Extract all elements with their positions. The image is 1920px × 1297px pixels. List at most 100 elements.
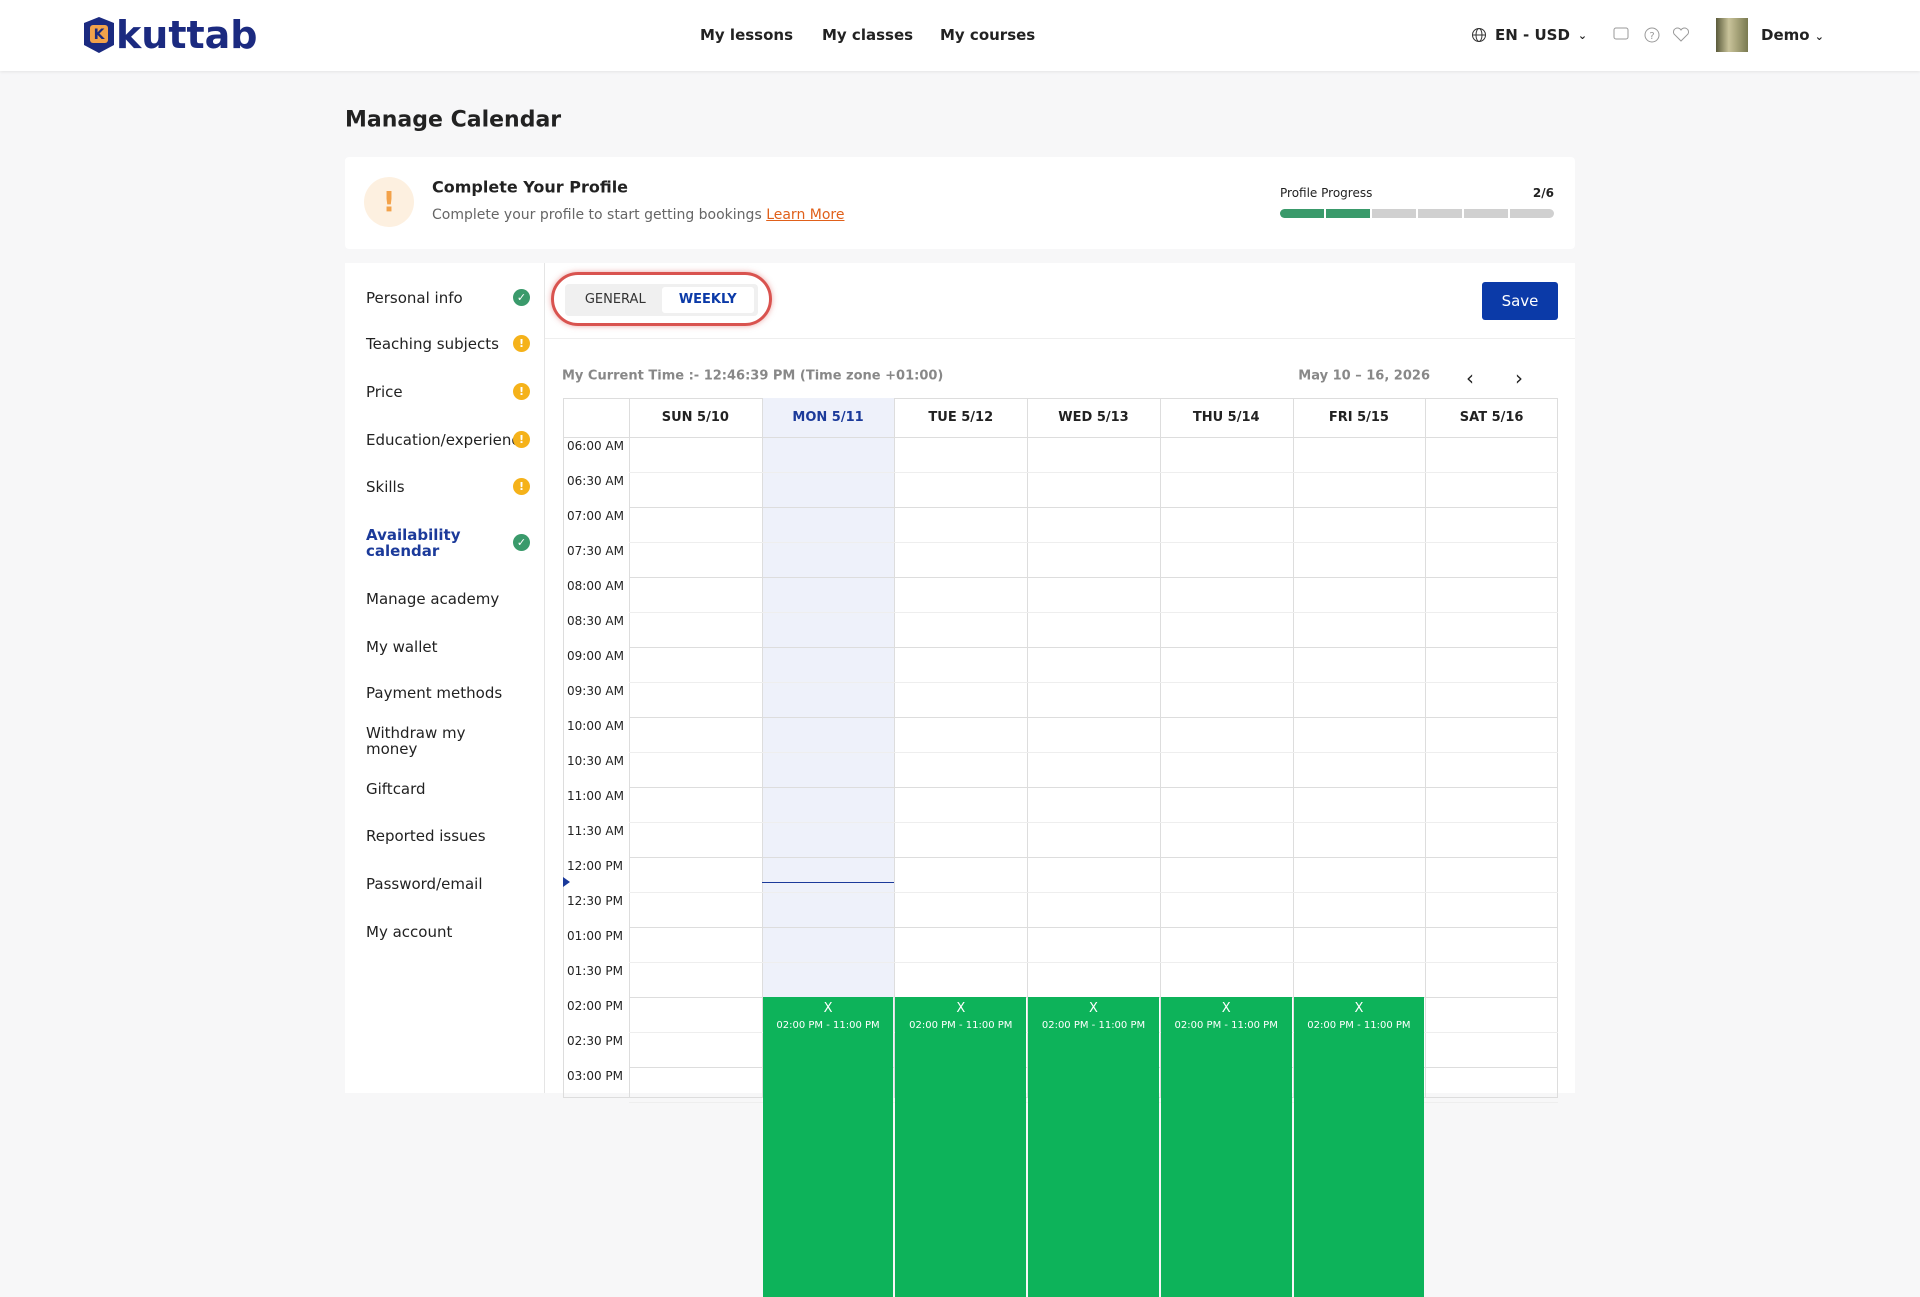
row-line xyxy=(629,857,1558,858)
row-line xyxy=(629,577,1558,578)
time-label: 02:30 PM xyxy=(567,1034,623,1048)
sidebar-item[interactable]: Skills xyxy=(366,478,405,496)
sidebar-item[interactable]: Password/email xyxy=(366,875,483,893)
next-week[interactable]: › xyxy=(1515,366,1523,390)
page: K kuttab EN - USD ⌄ ? Demo ⌄ Manage Calen… xyxy=(80,13,1825,1297)
header-line xyxy=(563,437,1558,438)
tab[interactable]: GENERAL xyxy=(584,292,646,307)
page-title: Manage Calendar xyxy=(345,107,562,133)
day-header: MON 5/11 xyxy=(792,410,864,425)
time-label: 01:00 PM xyxy=(567,929,623,943)
event-close[interactable]: X xyxy=(1221,1001,1231,1016)
event-block[interactable]: X 02:00 PM - 11:00 PM xyxy=(1160,997,1292,1297)
logo-text: kuttab xyxy=(116,13,258,57)
time-label: 06:30 AM xyxy=(567,474,624,488)
sidebar-item[interactable]: Manage academy xyxy=(366,590,500,608)
sidebar-item[interactable]: My wallet xyxy=(366,638,438,656)
tab[interactable]: WEEKLY xyxy=(661,287,754,313)
globe-icon xyxy=(1472,28,1486,42)
avatar[interactable] xyxy=(1716,18,1748,52)
grid-border xyxy=(563,398,1558,1098)
row-line xyxy=(629,542,1558,543)
progress-segment xyxy=(1418,209,1462,218)
language-select[interactable]: EN - USD ⌄ xyxy=(1471,26,1587,44)
event-close[interactable]: X xyxy=(1089,1001,1098,1016)
sidebar-item[interactable]: Reported issues xyxy=(366,827,486,845)
user-menu[interactable]: Demo ⌄ xyxy=(1761,26,1825,44)
profile-subtitle: Complete your profile to start getting b… xyxy=(432,207,762,223)
date-range: May 10 – 16, 2026 xyxy=(1298,368,1430,384)
learn-more-link[interactable]: Learn More xyxy=(766,207,845,223)
event-time: 02:00 PM - 11:00 PM xyxy=(1307,1020,1411,1031)
sidebar-item[interactable]: Giftcard xyxy=(366,780,426,798)
main-card xyxy=(345,263,1575,1093)
column-line xyxy=(761,398,763,1098)
event-block[interactable]: X 02:00 PM - 11:00 PM xyxy=(1028,997,1159,1297)
sidebar-item[interactable]: Price xyxy=(366,383,403,401)
user-name: Demo xyxy=(1761,26,1810,44)
time-label: 08:00 AM xyxy=(567,579,624,593)
row-line xyxy=(629,647,1558,648)
logo-icon: K xyxy=(84,17,114,53)
progress-segment xyxy=(1464,209,1508,218)
profile-text: Complete your profile to start getting b… xyxy=(432,207,844,223)
column-line xyxy=(1425,398,1427,1098)
sidebar-item[interactable]: Availability calendar xyxy=(366,526,461,560)
time-label: 11:00 AM xyxy=(567,789,624,803)
time-label: 07:30 AM xyxy=(567,544,624,558)
progress-label: Profile Progress xyxy=(1280,186,1373,200)
event-block[interactable]: X 02:00 PM - 11:00 PM xyxy=(895,997,1027,1297)
time-label: 12:30 PM xyxy=(567,894,623,908)
logo[interactable]: K kuttab xyxy=(80,13,258,57)
sidebar-item[interactable]: Personal info xyxy=(366,289,463,307)
time-label: 10:00 AM xyxy=(567,719,624,733)
time-label: 02:00 PM xyxy=(567,999,623,1013)
sidebar-item[interactable]: Withdraw my money xyxy=(366,724,466,758)
messages-icon[interactable] xyxy=(1613,27,1629,40)
today-column xyxy=(761,398,895,1098)
svg-text:K: K xyxy=(94,27,106,43)
progress-segment xyxy=(1372,209,1416,218)
sidebar-item[interactable]: My account xyxy=(366,923,453,941)
nav-link[interactable]: My lessons xyxy=(700,26,794,44)
favorites-icon[interactable] xyxy=(1673,27,1689,42)
nav-link[interactable]: My classes xyxy=(822,26,914,44)
time-label: 12:00 PM xyxy=(567,859,623,873)
svg-text:?: ? xyxy=(1649,31,1654,42)
profile-card xyxy=(345,157,1575,249)
prev-week[interactable]: ‹ xyxy=(1466,366,1474,390)
current-time: My Current Time :- 12:46:39 PM (Time zon… xyxy=(562,368,944,384)
sidebar-item[interactable]: Teaching subjects xyxy=(366,335,499,353)
event-block[interactable]: X 02:00 PM - 11:00 PM xyxy=(762,997,894,1297)
row-line xyxy=(629,472,1558,473)
event-close[interactable]: X xyxy=(956,1001,966,1016)
row-line xyxy=(629,822,1558,823)
row-line xyxy=(629,717,1558,718)
sidebar-item[interactable]: Education/experience xyxy=(366,431,529,449)
event-time: 02:00 PM - 11:00 PM xyxy=(776,1020,880,1031)
incomplete-icon: ! xyxy=(513,335,530,352)
progress-segment xyxy=(1326,209,1370,218)
incomplete-icon: ! xyxy=(513,431,530,448)
incomplete-icon: ! xyxy=(513,478,530,495)
event-close[interactable]: X xyxy=(1354,1001,1364,1016)
row-line xyxy=(629,612,1558,613)
event-time: 02:00 PM - 11:00 PM xyxy=(1041,1020,1146,1031)
time-label: 01:30 PM xyxy=(567,964,623,978)
event-time: 02:00 PM - 11:00 PM xyxy=(1174,1020,1278,1031)
row-line xyxy=(629,507,1558,508)
help-icon[interactable] xyxy=(1644,27,1660,43)
day-header: FRI 5/15 xyxy=(1328,410,1389,425)
event-close[interactable]: X xyxy=(823,1001,833,1016)
event-block[interactable]: X 02:00 PM - 11:00 PM xyxy=(1293,997,1425,1297)
row-line xyxy=(629,752,1558,753)
time-label: 09:00 AM xyxy=(567,649,624,663)
save-button[interactable]: Save xyxy=(1482,282,1558,320)
time-label: 07:00 AM xyxy=(567,509,624,523)
sidebar-item[interactable]: Payment methods xyxy=(366,684,503,702)
nav-link[interactable]: My courses xyxy=(940,26,1036,44)
day-header: SAT 5/16 xyxy=(1459,410,1524,425)
column-line xyxy=(1027,398,1029,1098)
time-label: 06:00 AM xyxy=(567,439,624,453)
row-line xyxy=(629,892,1558,893)
